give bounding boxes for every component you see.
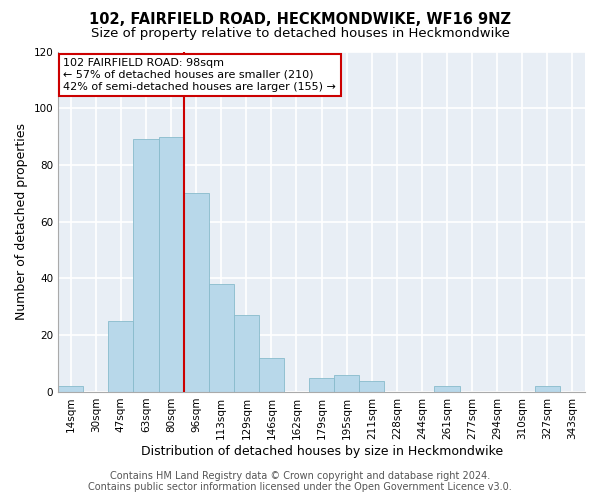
X-axis label: Distribution of detached houses by size in Heckmondwike: Distribution of detached houses by size …	[140, 444, 503, 458]
Bar	[109, 321, 133, 392]
Text: Contains HM Land Registry data © Crown copyright and database right 2024.
Contai: Contains HM Land Registry data © Crown c…	[88, 471, 512, 492]
Text: 102 FAIRFIELD ROAD: 98sqm
← 57% of detached houses are smaller (210)
42% of semi: 102 FAIRFIELD ROAD: 98sqm ← 57% of detac…	[64, 58, 337, 92]
Bar	[184, 194, 209, 392]
Text: 102, FAIRFIELD ROAD, HECKMONDWIKE, WF16 9NZ: 102, FAIRFIELD ROAD, HECKMONDWIKE, WF16 …	[89, 12, 511, 28]
Bar	[209, 284, 234, 392]
Bar	[535, 386, 560, 392]
Bar	[58, 386, 83, 392]
Bar	[133, 140, 158, 392]
Bar	[259, 358, 284, 392]
Bar	[234, 316, 259, 392]
Bar	[158, 136, 184, 392]
Bar	[334, 375, 359, 392]
Bar	[359, 380, 385, 392]
Bar	[309, 378, 334, 392]
Text: Size of property relative to detached houses in Heckmondwike: Size of property relative to detached ho…	[91, 28, 509, 40]
Y-axis label: Number of detached properties: Number of detached properties	[15, 123, 28, 320]
Bar	[434, 386, 460, 392]
